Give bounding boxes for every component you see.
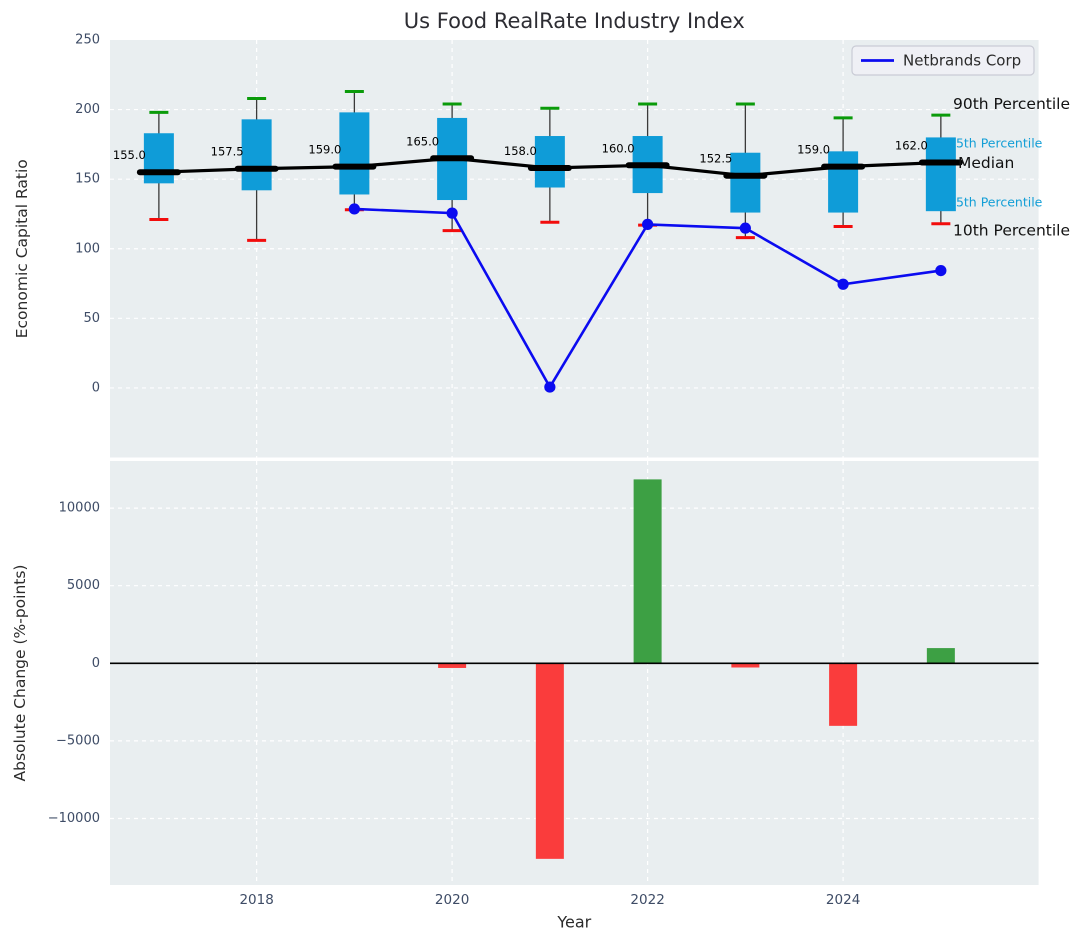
y-tick-label: −10000 [48, 811, 100, 826]
percentile-label-10th: 10th Percentile [953, 222, 1070, 240]
change-bar-2022 [633, 479, 662, 664]
y-tick-label: 5000 [67, 578, 100, 593]
median-value-label-2025: 162.0 [895, 138, 928, 152]
box-2025 [925, 113, 956, 226]
percentile-label-90th: 90th Percentile [953, 95, 1070, 113]
change-bar-2021 [535, 663, 564, 859]
x-tick-label: 2022 [630, 892, 664, 908]
x-tick-label: 2020 [435, 892, 469, 908]
median-value-label-2022: 160.0 [602, 141, 635, 155]
chart-title: Us Food RealRate Industry Index [404, 9, 745, 33]
percentile-label-median: Median [958, 154, 1014, 172]
median-bar-2021 [527, 165, 572, 172]
top-panel: 0 50 100 150 200 250 75th Percentile 25th Perce… [75, 33, 1070, 458]
x-axis-label: Year [556, 913, 591, 932]
iqr-box-2021 [534, 136, 565, 188]
y-axis-label-top: Economic Capital Ratio [13, 159, 31, 338]
iqr-box-2025 [925, 137, 956, 212]
iqr-box-2023 [730, 152, 761, 213]
y-tick-label: 0 [92, 380, 100, 395]
legend: Netbrands Corp [851, 45, 1035, 76]
box-2019 [339, 89, 370, 212]
median-bar-2020 [430, 155, 475, 162]
y-tick-label: 100 [75, 241, 100, 256]
median-value-label-2021: 158.0 [504, 144, 537, 158]
median-bar-2022 [625, 162, 670, 169]
x-tick-label: 2018 [239, 892, 273, 908]
iqr-box-2019 [339, 112, 370, 195]
percentile-label-75th: 75th Percentile [948, 135, 1043, 150]
y-tick-label: −5000 [56, 733, 100, 748]
median-value-label-2023: 152.5 [699, 152, 732, 166]
netbrands-point-2019 [348, 203, 360, 215]
median-value-label-2024: 159.0 [797, 143, 830, 157]
bottom-panel: 10000 5000 0 −5000 −10000 2018 2020 2022 2024 [48, 461, 1039, 908]
legend-label: Netbrands Corp [903, 52, 1021, 70]
median-bar-2019 [332, 163, 377, 170]
netbrands-point-2020 [446, 207, 458, 219]
bottom-plot-area [110, 461, 1039, 885]
netbrands-point-2022 [642, 218, 654, 230]
change-bar-2023 [731, 663, 760, 668]
y-tick-label: 50 [83, 311, 100, 326]
change-bar-2025 [926, 648, 955, 664]
change-bar-2024 [829, 663, 858, 726]
legend-box [851, 45, 1035, 76]
median-value-label-2017: 155.0 [113, 148, 146, 162]
percentile-label-25th: 25th Percentile [948, 195, 1043, 210]
box-2023 [730, 102, 761, 240]
y-tick-label: 150 [75, 172, 100, 187]
box-2024 [828, 116, 859, 228]
median-value-label-2020: 165.0 [406, 134, 439, 148]
y-tick-label: 10000 [59, 501, 100, 516]
y-tick-label: 0 [92, 656, 100, 671]
netbrands-point-2025 [935, 264, 947, 277]
median-value-label-2019: 159.0 [308, 143, 341, 157]
netbrands-point-2021 [544, 381, 556, 393]
median-bar-2025 [918, 159, 963, 166]
y-tick-label: 200 [75, 102, 100, 117]
netbrands-point-2023 [739, 222, 751, 234]
median-value-label-2018: 157.5 [211, 145, 244, 159]
y-axis-label-bottom: Absolute Change (%-points) [11, 565, 29, 782]
y-tick-label: 250 [75, 33, 100, 48]
iqr-box-2017 [143, 133, 174, 184]
iqr-box-2018 [241, 119, 272, 191]
change-bar-2020 [438, 663, 467, 668]
iqr-box-2024 [828, 151, 859, 213]
x-tick-label: 2024 [826, 892, 860, 908]
box-2018 [241, 96, 272, 242]
netbrands-point-2024 [837, 278, 849, 290]
median-bar-2024 [821, 163, 866, 170]
median-bar-2023 [723, 172, 768, 179]
median-bar-2018 [234, 165, 279, 172]
median-bar-2017 [136, 169, 181, 176]
